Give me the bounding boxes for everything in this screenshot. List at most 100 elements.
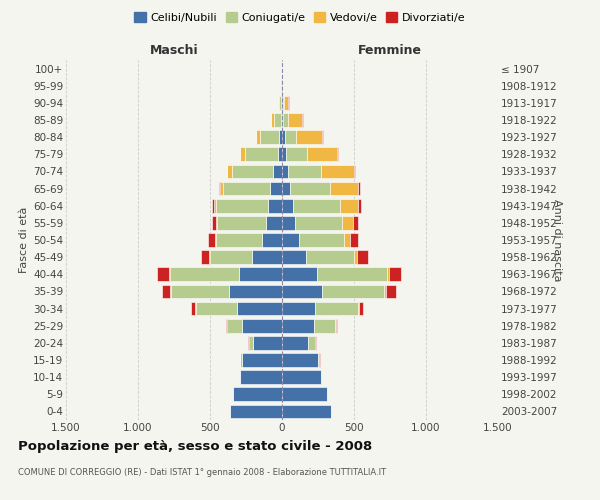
Bar xyxy=(282,404,331,418)
Bar xyxy=(282,182,290,196)
Bar xyxy=(245,148,278,161)
Bar xyxy=(293,199,340,212)
Bar xyxy=(295,216,343,230)
Bar xyxy=(170,284,171,298)
Bar xyxy=(279,96,281,110)
Bar xyxy=(282,284,322,298)
Bar xyxy=(215,233,216,247)
Bar xyxy=(252,250,282,264)
Bar xyxy=(281,113,282,127)
Bar xyxy=(308,336,315,349)
Bar xyxy=(157,268,169,281)
Bar xyxy=(169,268,170,281)
Text: COMUNE DI CORREGGIO (RE) - Dati ISTAT 1° gennaio 2008 - Elaborazione TUTTITALIA.: COMUNE DI CORREGGIO (RE) - Dati ISTAT 1°… xyxy=(18,468,386,477)
Bar xyxy=(274,164,282,178)
Bar xyxy=(282,319,314,332)
Bar xyxy=(230,404,282,418)
Bar xyxy=(226,319,227,332)
Bar xyxy=(317,268,387,281)
Bar xyxy=(260,130,279,144)
Bar xyxy=(214,199,216,212)
Bar xyxy=(283,113,288,127)
Bar xyxy=(212,216,217,230)
Bar xyxy=(307,250,354,264)
Bar xyxy=(354,164,355,178)
Bar xyxy=(279,130,282,144)
Legend: Celibi/Nubili, Coniugati/e, Vedovi/e, Divorziati/e: Celibi/Nubili, Coniugati/e, Vedovi/e, Di… xyxy=(130,8,470,28)
Bar xyxy=(288,164,321,178)
Bar xyxy=(170,268,239,281)
Text: Popolazione per età, sesso e stato civile - 2008: Popolazione per età, sesso e stato civil… xyxy=(18,440,372,453)
Bar xyxy=(253,336,282,349)
Bar xyxy=(299,233,344,247)
Bar xyxy=(220,182,223,196)
Bar xyxy=(268,199,282,212)
Bar xyxy=(282,96,283,110)
Bar xyxy=(196,302,238,316)
Bar xyxy=(285,130,296,144)
Bar xyxy=(307,148,337,161)
Bar xyxy=(218,182,220,196)
Bar xyxy=(233,388,282,401)
Bar xyxy=(216,233,262,247)
Bar xyxy=(357,250,368,264)
Bar xyxy=(290,182,330,196)
Bar xyxy=(262,233,282,247)
Bar xyxy=(387,268,389,281)
Bar xyxy=(344,233,350,247)
Bar xyxy=(353,216,358,230)
Bar xyxy=(242,319,282,332)
Bar xyxy=(282,370,321,384)
Bar xyxy=(240,148,245,161)
Bar xyxy=(340,199,358,212)
Bar xyxy=(322,284,384,298)
Bar xyxy=(232,164,274,178)
Bar xyxy=(343,216,353,230)
Bar xyxy=(358,302,359,316)
Bar xyxy=(282,336,308,349)
Bar xyxy=(274,113,281,127)
Bar xyxy=(282,199,293,212)
Bar xyxy=(238,302,282,316)
Text: Maschi: Maschi xyxy=(149,44,199,57)
Bar xyxy=(336,319,337,332)
Bar xyxy=(223,182,271,196)
Bar xyxy=(266,216,282,230)
Bar xyxy=(217,216,266,230)
Bar xyxy=(314,319,335,332)
Bar xyxy=(296,130,322,144)
Bar xyxy=(354,250,357,264)
Bar xyxy=(282,302,315,316)
Bar xyxy=(315,302,358,316)
Bar xyxy=(386,284,396,298)
Bar xyxy=(240,353,242,367)
Bar xyxy=(212,199,214,212)
Bar xyxy=(271,113,274,127)
Bar xyxy=(278,96,279,110)
Bar xyxy=(239,268,282,281)
Bar xyxy=(282,250,307,264)
Bar xyxy=(216,199,268,212)
Bar xyxy=(384,284,386,298)
Bar xyxy=(282,164,288,178)
Bar xyxy=(359,302,362,316)
Bar xyxy=(249,336,253,349)
Y-axis label: Fasce di età: Fasce di età xyxy=(19,207,29,273)
Bar xyxy=(282,113,283,127)
Text: Femmine: Femmine xyxy=(358,44,422,57)
Bar xyxy=(278,148,282,161)
Bar xyxy=(283,96,284,110)
Bar xyxy=(200,250,209,264)
Bar xyxy=(171,284,229,298)
Bar xyxy=(330,182,358,196)
Bar xyxy=(282,233,299,247)
Bar xyxy=(337,148,338,161)
Bar xyxy=(191,302,195,316)
Bar xyxy=(256,130,260,144)
Bar xyxy=(282,388,326,401)
Bar xyxy=(282,353,318,367)
Bar xyxy=(240,370,282,384)
Bar xyxy=(284,96,289,110)
Y-axis label: Anni di nascita: Anni di nascita xyxy=(551,198,562,281)
Bar xyxy=(227,319,242,332)
